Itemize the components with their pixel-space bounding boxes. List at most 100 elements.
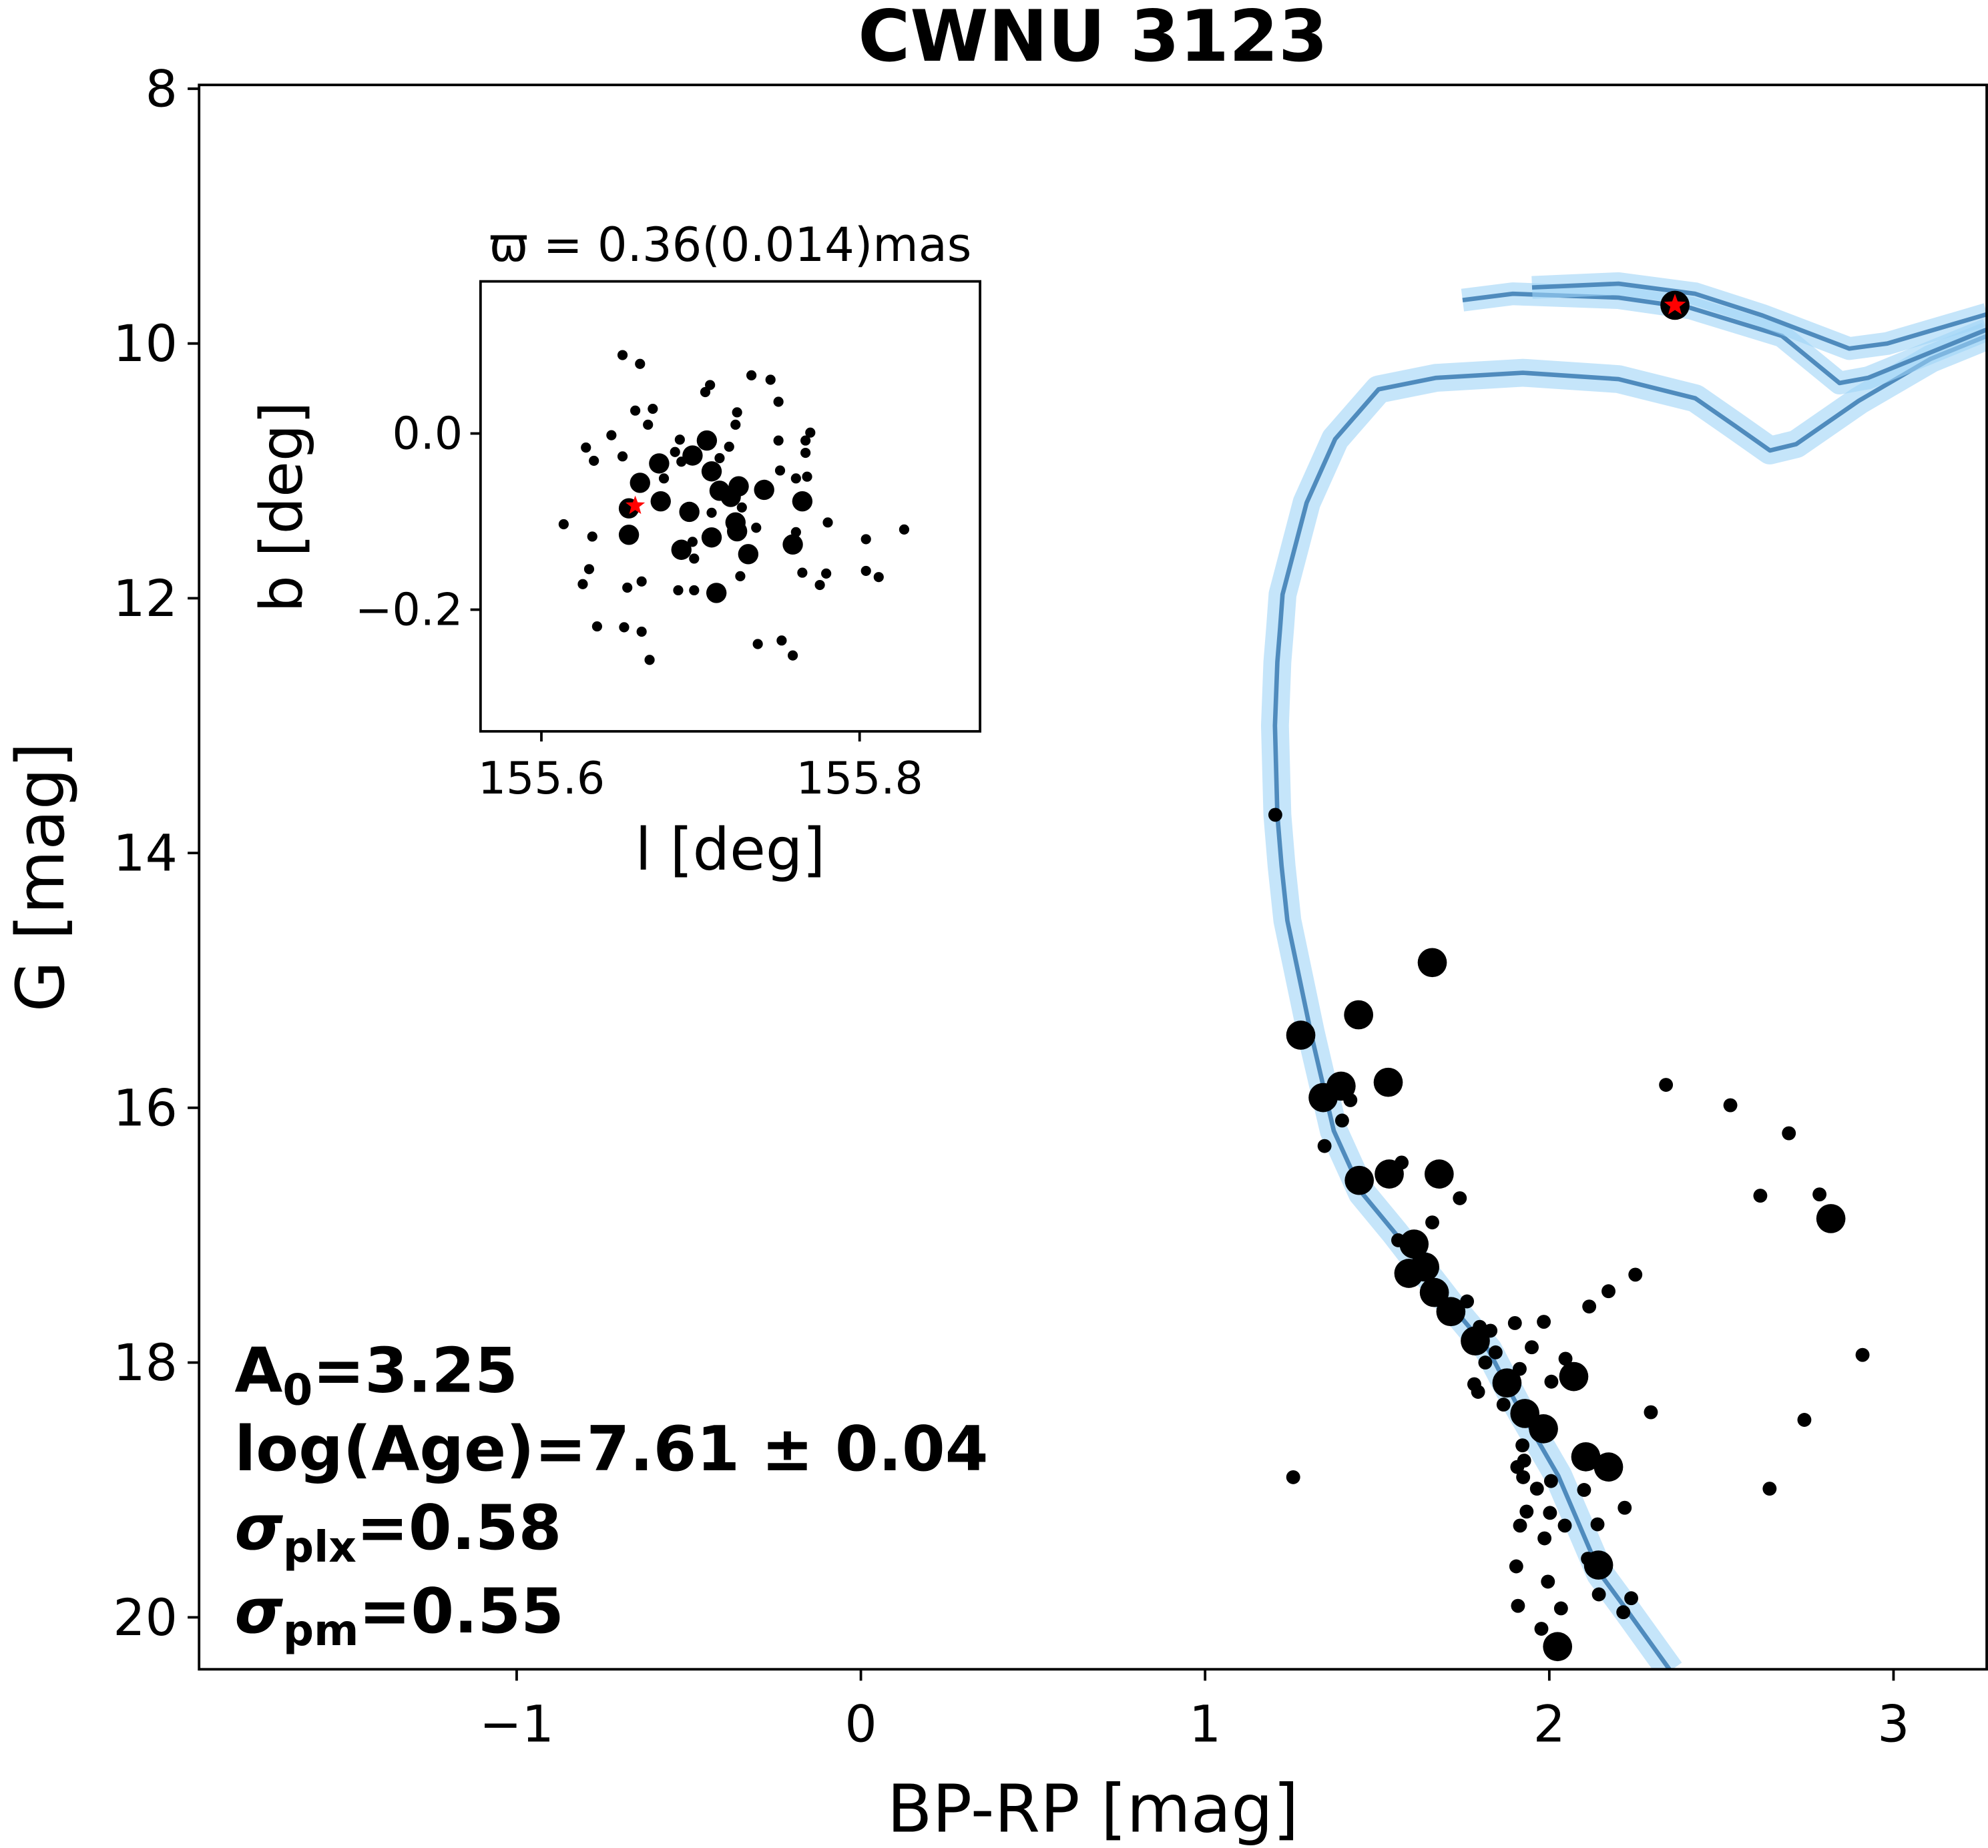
inset-point [720,487,741,507]
inset-point [643,419,654,430]
inset-point [790,473,801,484]
inset-point [726,521,748,542]
cmd-point [1544,1374,1559,1389]
inset-point [581,442,591,453]
cmd-point [1373,1067,1403,1097]
cmd-point [1571,1442,1601,1472]
inset-point [800,435,811,446]
cmd-point [1812,1187,1827,1202]
cmd-point [1286,1020,1316,1050]
inset-point [706,507,717,518]
cmd-point [1529,1414,1558,1444]
x-tick-label: 0 [844,1694,877,1753]
inset-point [591,621,603,632]
inset-point [649,453,670,474]
inset-point [700,386,711,398]
inset-point [583,564,595,575]
inset-highlight-star [626,495,646,515]
cmd-point [1344,1000,1374,1030]
inset-point [658,473,670,484]
inset-point [814,579,825,591]
inset-point [797,567,808,578]
cmd-point [1343,1093,1358,1107]
cmd-point [1624,1591,1639,1606]
cmd-point [1559,1361,1589,1392]
inset-point [735,571,746,581]
annotation-line: log(Age)=7.61 ± 0.04 [234,1413,988,1485]
annotation-main: σ [234,1575,283,1647]
inset-point [822,517,833,528]
inset-point [689,553,700,564]
cmd-point [1286,1470,1300,1484]
cmd-point [1308,1083,1338,1113]
highlight-star-marker [1664,294,1686,315]
y-tick-label: 20 [113,1588,178,1647]
y-tick-label: 8 [146,59,178,119]
inset-point [577,579,588,589]
cmd-point [1543,1474,1558,1488]
inset-point [617,451,628,462]
cmd-point [1511,1598,1525,1613]
inset-x-tick-label: 155.6 [478,752,605,804]
inset-point [774,465,786,476]
cmd-point [1581,1552,1595,1566]
isochrone-line-2 [1531,281,1987,351]
cmd-point [1782,1126,1796,1141]
inset-y-axis-label: b [deg] [248,402,316,613]
inset-point [860,565,871,577]
annotation-line: σpm=0.55 [234,1575,564,1656]
inset-point [674,434,685,445]
cmd-point [1753,1189,1768,1203]
inset-x-tick-label: 155.8 [796,752,923,804]
inset-point [860,534,871,545]
inset-point [724,441,734,452]
cmd-point [1644,1405,1658,1420]
cmd-point [1618,1500,1632,1515]
cmd-point [1553,1601,1568,1616]
inset-point [773,435,784,446]
inset-point [751,523,762,533]
cmd-point [1394,1259,1424,1288]
isochrone-line-0 [1272,334,1987,1670]
annotation-line: σplx=0.58 [234,1492,561,1572]
cmd-point [1529,1482,1544,1496]
y-tick-label: 10 [113,314,178,373]
inset-point [589,455,599,467]
annotation-line: A0=3.25 [234,1334,518,1415]
cmd-point [1659,1078,1674,1092]
inset-point [679,501,700,523]
cmd-point [1543,1506,1557,1520]
inset-point [622,582,633,593]
annotation-value: =0.55 [358,1575,564,1647]
y-axis-label: G [mag] [3,742,79,1012]
cmd-point [1471,1385,1485,1399]
cmd-point [1417,948,1447,978]
cmd-point [1317,1139,1332,1153]
cmd-point [1534,1622,1549,1636]
inset-point [730,419,741,430]
inset-point [587,531,597,542]
cmd-point [1541,1574,1555,1589]
y-tick-label: 14 [113,824,178,883]
inset-point [687,537,698,547]
annotation-main: σ [234,1492,283,1564]
inset-point [787,650,798,661]
cmd-point [1537,1315,1551,1329]
annotation-value: =3.25 [312,1334,518,1406]
cmd-point [1558,1351,1573,1366]
cmd-point [1797,1413,1812,1427]
cmd-point [1816,1204,1846,1233]
inset-point [746,370,757,380]
cmd-point [1590,1517,1605,1532]
cmd-point [1453,1191,1467,1205]
cmd-point [1496,1398,1511,1412]
inset-point [792,491,813,512]
inset-point [752,639,763,649]
inset-point [644,655,655,665]
cmd-point [1591,1587,1606,1602]
inset-title: ϖ = 0.36(0.014)mas [489,218,972,272]
cmd-point [1425,1215,1439,1230]
isochrone-line-1 [1462,291,1987,386]
main-plot-border [198,83,1988,1671]
